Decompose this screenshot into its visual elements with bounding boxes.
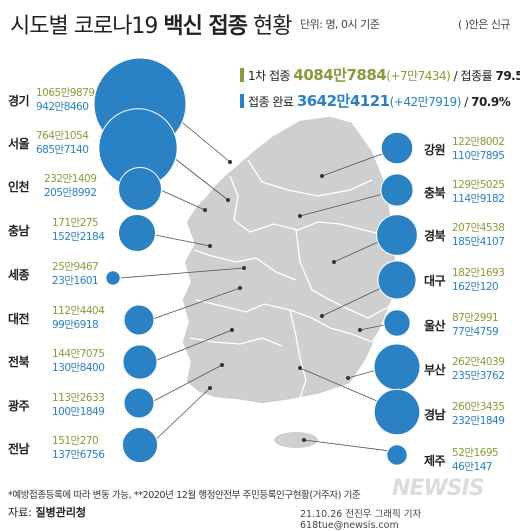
province-borders (189, 159, 391, 399)
first-dose-count: 112만4404 (52, 305, 105, 317)
first-dose-count: 52만1695 (452, 447, 499, 459)
completed-rate-label: / (464, 95, 468, 109)
first-dose-count: 232만1409 (44, 173, 97, 185)
footnote: *예방접종등록에 따라 변동 가능, **2020년 12월 행정안전부 주민등… (8, 490, 361, 501)
first-dose-count: 182만1693 (452, 267, 505, 279)
completed-count: 185만4107 (452, 236, 505, 248)
region-name: 대전 (8, 312, 30, 326)
completed-new: (+42만7919) (389, 95, 462, 109)
completed-value: 3642만4121 (296, 92, 390, 110)
source-name: 질병관리청 (35, 506, 87, 519)
completed-count: 114만9182 (452, 193, 505, 205)
first-dose-count: 87만2991 (452, 312, 499, 324)
region-name: 울산 (424, 319, 446, 333)
source-line: 자료: 질병관리청 (8, 504, 86, 520)
first-dose-count: 171만275 (52, 217, 99, 229)
first-dose-count: 207만4538 (452, 222, 505, 234)
source-prefix: 자료: (8, 506, 36, 519)
completed-count: 205만8992 (44, 187, 97, 199)
completed-count: 137만6756 (52, 449, 105, 461)
first-dose-count: 144만7075 (52, 348, 105, 360)
first-dose-count: 25만9467 (52, 261, 99, 273)
bubble-울산 (383, 309, 411, 337)
first-dose-count: 764만1054 (36, 130, 89, 142)
region-name: 세종 (8, 268, 30, 282)
completed-rate: 70.9% (471, 95, 511, 109)
completed-count: 232만1849 (452, 415, 505, 427)
first-dose-count: 262만4039 (452, 356, 505, 368)
bubble-layer (93, 57, 421, 466)
first-dose-count: 129만5025 (452, 179, 505, 191)
credit-line: 21.10.26 전진우 그래픽 기자 618tue@newsis.com (300, 509, 422, 531)
completed-count: 152만2184 (52, 231, 105, 243)
region-name: 전북 (8, 355, 30, 369)
completed-count: 99만6918 (52, 319, 99, 331)
region-name: 대구 (424, 274, 446, 288)
completed-count: 46만147 (452, 461, 493, 473)
bubble-경북 (376, 214, 418, 256)
region-name: 경기 (8, 94, 30, 108)
bubble-충북 (380, 173, 414, 207)
completed-count: 23만1601 (52, 275, 99, 287)
bubble-부산 (373, 343, 421, 391)
region-name: 전남 (8, 442, 30, 456)
first-dose-marker (240, 68, 244, 82)
first-dose-new: (+7만7434) (386, 69, 451, 83)
summary-completed: 접종 완료 3642만4121(+42만7919) / 70.9% (240, 90, 511, 111)
bubble-충남 (118, 214, 156, 252)
jeju-island (274, 432, 318, 448)
completed-count: 942만8460 (36, 101, 89, 113)
bubble-경남 (373, 388, 421, 436)
first-dose-count: 122만8002 (452, 136, 505, 148)
region-name: 부산 (424, 363, 446, 377)
bubble-인천 (118, 167, 162, 211)
first-dose-value: 4084만7884 (293, 66, 387, 84)
completed-count: 110만7895 (452, 150, 505, 162)
title-part2: 백신 접종 (163, 14, 248, 39)
region-name: 서울 (8, 137, 30, 151)
region-name: 경남 (424, 408, 446, 422)
bubble-대구 (377, 260, 417, 300)
completed-count: 235만3762 (452, 370, 505, 382)
bubble-강원 (380, 131, 414, 165)
first-dose-count: 151만270 (52, 435, 99, 447)
bubble-전북 (122, 344, 158, 380)
unit-note: 단위: 명, 0시 기준 (300, 18, 380, 31)
region-name: 충북 (424, 186, 446, 200)
bubble-전남 (121, 426, 159, 464)
bubble-광주 (123, 387, 155, 419)
completed-count: 130만8400 (52, 362, 105, 374)
completed-count: 162만120 (452, 281, 499, 293)
region-name: 경북 (424, 229, 446, 243)
region-name: 광주 (8, 399, 30, 413)
first-dose-count: 113만2633 (52, 392, 105, 404)
newsis-logo: NEWSIS (392, 476, 485, 501)
completed-count: 100만1849 (52, 406, 105, 418)
completed-marker (240, 94, 244, 108)
first-dose-label: 1차 접종 (248, 69, 291, 83)
bubble-세종 (105, 270, 121, 286)
bubble-제주 (386, 444, 408, 466)
completed-count: 685만7140 (36, 144, 89, 156)
completed-label: 접종 완료 (248, 95, 294, 109)
region-name: 인천 (8, 180, 30, 194)
first-dose-count: 260만3435 (452, 401, 505, 413)
summary-first-dose: 1차 접종 4084만7884(+7만7434) / 접종률 79.5% (240, 64, 520, 85)
bubble-대전 (123, 304, 155, 336)
mainland-shape (181, 115, 397, 405)
first-dose-count: 1065만9879 (36, 87, 95, 99)
page-title: 시도별 코로나19 백신 접종 현황 (10, 8, 293, 40)
first-dose-rate: 79.5% (495, 69, 520, 83)
completed-count: 77만4759 (452, 326, 499, 338)
region-name: 강원 (424, 143, 446, 157)
leader-dots (203, 160, 362, 442)
title-part3: 현황 (247, 14, 293, 39)
paren-note: ( )안은 신규 (458, 18, 511, 31)
region-name: 제주 (424, 454, 446, 468)
first-dose-rate-label: / 접종률 (453, 69, 493, 83)
title-part1: 시도별 코로나19 (10, 14, 164, 39)
region-name: 충남 (8, 224, 30, 238)
